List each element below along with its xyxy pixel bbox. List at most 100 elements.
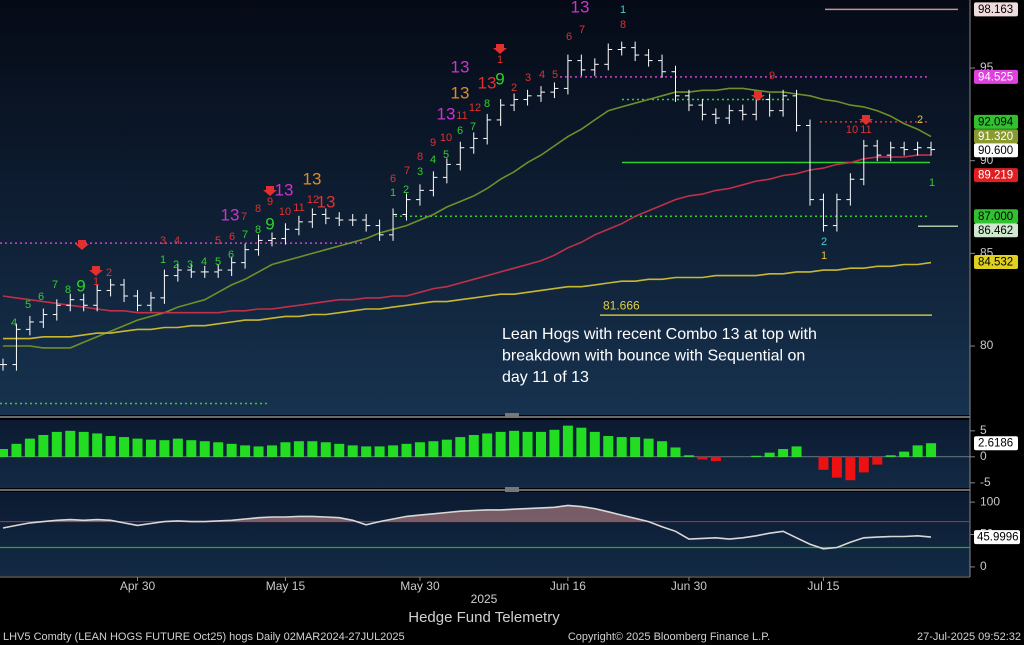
count-label: 4: [430, 154, 436, 166]
momentum-bar: [441, 439, 452, 457]
price-bar: [241, 243, 250, 269]
price-label: 92.094: [978, 116, 1014, 128]
price-bar: [684, 89, 693, 112]
price-label-box: [974, 143, 1018, 158]
price-label: 91.320: [978, 131, 1013, 143]
footer-left: LHV5 Comdty (LEAN HOGS FUTURE Oct25) hog…: [3, 631, 405, 643]
signal-arrow: [493, 44, 507, 54]
count-label: 2: [403, 184, 409, 196]
count-label: 13: [221, 205, 240, 224]
momentum-bar: [240, 445, 251, 457]
last-value-box: [974, 436, 1018, 451]
momentum-bar: [307, 441, 318, 457]
price-bar: [913, 141, 922, 156]
count-label: 8: [620, 19, 626, 31]
count-label: 6: [566, 31, 572, 43]
price-label-box: [974, 209, 1018, 224]
price-bar: [859, 139, 868, 186]
momentum-bar: [589, 431, 600, 457]
count-label: 1: [497, 54, 503, 66]
momentum-bar: [293, 441, 304, 457]
price-label: 90.600: [978, 145, 1013, 157]
count-label: 4: [11, 317, 17, 329]
price-bar: [187, 264, 196, 278]
momentum-bar: [280, 442, 291, 457]
last-value-box: [974, 530, 1020, 545]
momentum-bar: [0, 449, 8, 457]
price-label: 84.532: [978, 257, 1013, 269]
momentum-bar: [616, 437, 627, 457]
count-label: 2: [917, 114, 923, 126]
annotation: Lean Hogs with recent Combo 13 at top wi…: [502, 326, 817, 343]
momentum-bar: [428, 441, 439, 457]
price-bar: [792, 89, 801, 132]
price-label-box: [974, 114, 1018, 129]
price-bar: [402, 193, 411, 221]
momentum-bar: [334, 443, 345, 457]
price-bar: [604, 43, 613, 71]
price-label-box: [974, 69, 1018, 84]
count-label: 1: [160, 254, 166, 266]
momentum-bar: [818, 456, 829, 470]
price-bar: [496, 99, 505, 126]
x-tick-label: Jun 16: [550, 579, 586, 593]
momentum-bar: [38, 434, 49, 457]
count-label: 3: [187, 259, 193, 271]
price-bar: [537, 86, 545, 102]
count-label: 10: [279, 206, 291, 218]
price-bar: [268, 232, 276, 247]
momentum-bar: [791, 446, 802, 457]
price-bar: [25, 315, 34, 336]
price-bar: [281, 223, 290, 245]
momentum-bar: [562, 425, 573, 457]
momentum-bar: [764, 452, 775, 457]
momentum-bar: [670, 447, 681, 457]
count-label: 11: [456, 110, 467, 122]
signal-arrow: [75, 240, 89, 250]
count-label: 1: [620, 4, 626, 16]
signal-arrow: [263, 186, 277, 196]
count-label: 9: [769, 70, 775, 82]
price-bar: [725, 104, 734, 125]
momentum-bar: [509, 430, 520, 457]
last-value-label: 45.9996: [977, 532, 1019, 544]
count-label: 6: [38, 291, 44, 303]
count-label: 6: [390, 173, 396, 185]
price-bar: [173, 264, 182, 282]
price-bar: [832, 193, 841, 232]
count-label: 9: [265, 214, 274, 233]
price-bar: [671, 65, 680, 102]
momentum-bar: [912, 445, 923, 457]
count-label: 6: [229, 231, 235, 243]
price-bar: [819, 193, 828, 232]
price-bar: [631, 41, 640, 62]
momentum-bar: [845, 456, 856, 481]
price-label: 86.462: [978, 225, 1013, 237]
price-bar: [873, 139, 882, 162]
price-label: 98.163: [978, 4, 1013, 16]
momentum-bar: [199, 441, 210, 457]
count-label: 9: [430, 137, 436, 149]
count-label: 9: [267, 196, 273, 208]
count-label: 13: [275, 180, 294, 199]
momentum-bar: [495, 431, 506, 457]
count-label: 5: [25, 299, 31, 311]
overbought-fill: [43, 505, 649, 522]
count-label: 7: [579, 24, 585, 36]
momentum-bar: [549, 429, 560, 457]
price-bar: [66, 293, 75, 312]
count-label: 4: [174, 235, 180, 247]
count-label: 2: [821, 236, 827, 248]
x-axis-year: 2025: [471, 592, 498, 606]
momentum-bar: [643, 438, 654, 457]
count-label: 1: [929, 177, 935, 189]
count-label: 1: [821, 250, 827, 262]
momentum-bar: [576, 427, 587, 457]
price-label-box: [974, 223, 1018, 238]
moving-average: [2, 154, 931, 314]
count-label: 6: [457, 125, 463, 137]
momentum-bar: [78, 431, 89, 457]
momentum-bar: [899, 451, 910, 457]
x-tick-label: Jul 15: [807, 579, 839, 593]
count-label: 3: [160, 235, 166, 247]
